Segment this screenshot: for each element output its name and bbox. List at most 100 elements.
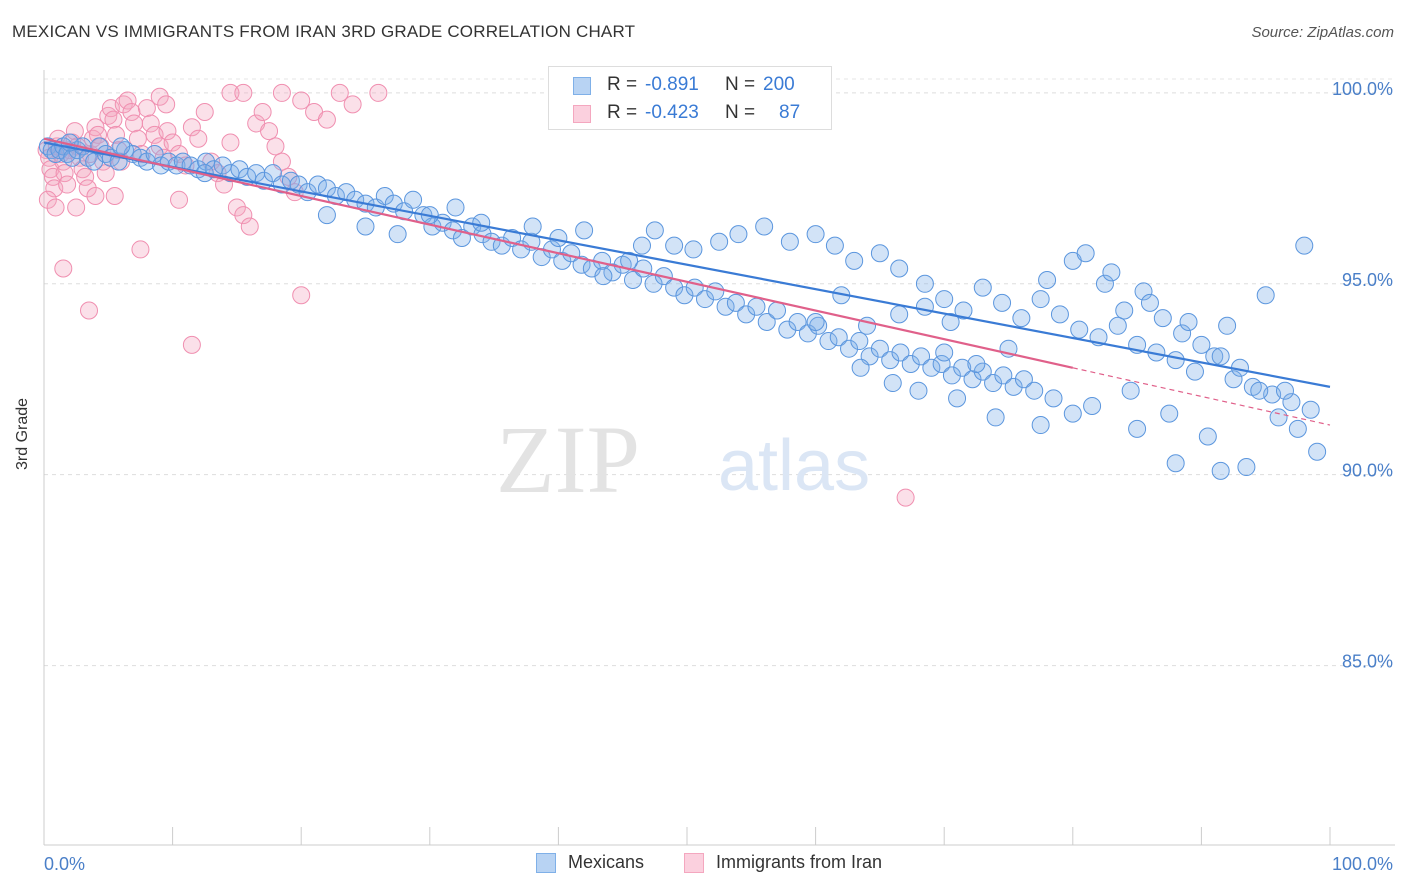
mexican-point [1160,404,1179,423]
mexican-point [1224,370,1243,389]
mexican-point [1083,396,1102,415]
mexicans-trend-line [43,141,1331,388]
mexican-point [1108,316,1127,335]
mexican-point [1192,335,1211,354]
mexican-point [317,206,336,225]
mexican-point [1153,309,1172,328]
mexican-point [356,217,375,236]
iran-point [55,164,74,183]
mexican-point [954,301,973,320]
legend-r-value: -0.423 [645,102,699,123]
mexican-point [213,156,232,175]
mexican-point [1301,400,1320,419]
iran-point [58,175,77,194]
mexican-point [912,347,931,366]
correlation-legend: R = -0.891 N = 200 R = -0.423 N = 87 [548,66,832,130]
mexican-point [1012,309,1031,328]
mexican-point [881,351,900,370]
mexican-point [948,389,967,408]
mexican-point [915,297,934,316]
mexican-point [806,225,825,244]
mexican-point [829,328,848,347]
mexican-point [806,312,825,331]
iran-point [317,110,336,129]
iran-point [292,286,311,305]
mexican-point [851,358,870,377]
mexican-point [729,225,748,244]
mexican-point [446,198,465,217]
mexican-point [1211,461,1230,480]
mexican-point [1031,290,1050,309]
mexican-point [575,221,594,240]
iran-trend-extension [1072,367,1331,426]
y-tick-label: 95.0% [1342,270,1393,290]
mexican-point [632,236,651,255]
iran-point [78,179,97,198]
iran-point [150,87,169,106]
iran-point [221,83,240,102]
mexican-point [1134,282,1153,301]
mexican-point [737,305,756,324]
legend-r-label: R = [607,74,638,95]
mexican-point [890,259,909,278]
mexican-point [941,312,960,331]
mexican-point [675,286,694,305]
iran-point [260,122,279,141]
mexican-point [963,370,982,389]
mexican-point [845,251,864,270]
legend-r-label: R = [607,102,638,123]
mexican-point [1211,347,1230,366]
mexican-point [1179,312,1198,331]
mexican-point [1044,389,1063,408]
legend-n-value: 87 [779,102,801,123]
iran-point [137,99,156,118]
mexican-point [967,354,986,373]
iran-point [343,95,362,114]
legend-swatch-pink [573,105,591,123]
mexican-point [375,186,394,205]
iran-point [38,190,57,209]
mexican-point [986,408,1005,427]
watermark-zip: ZIP [496,406,640,513]
iran-point [163,133,182,152]
mexican-point [942,366,961,385]
iran-point [170,190,189,209]
x-tick-label: 100.0% [1332,854,1393,874]
mexican-point [523,217,542,236]
x-tick-label: 0.0% [44,854,85,874]
legend-label: Immigrants from Iran [716,852,883,872]
tick-labels: 100.0% 95.0% 90.0% 85.0% 0.0% 100.0% [44,79,1393,874]
mexican-point [915,274,934,293]
mexican-point [1250,381,1269,400]
iran-point [292,91,311,110]
iran-point [122,102,141,121]
mexican-point [935,290,954,309]
mexican-point [840,339,859,358]
iran-point [182,335,201,354]
mexican-point [289,175,308,194]
mexican-point [645,221,664,240]
legend-label: Mexicans [568,852,645,872]
axes [43,70,1395,846]
mexican-point [388,225,407,244]
mexican-point [1095,274,1114,293]
iran-point [266,137,285,156]
mexican-point [780,232,799,251]
iran-point [234,206,253,225]
mexican-point [788,312,807,331]
iran-point [189,129,208,148]
mexican-point [890,305,909,324]
mexican-point [726,293,745,312]
mexican-point [1102,263,1121,282]
legend-n-label: N = [725,74,756,95]
mexican-point [1237,458,1256,477]
iran-point [369,83,388,102]
iran-point [46,198,65,217]
iran-point [141,114,160,133]
mexican-point [1121,381,1140,400]
iran-point [157,95,176,114]
mexican-point [1288,419,1307,438]
iran-point [44,167,63,186]
iran-point [221,133,240,152]
watermark-atlas: atlas [718,426,870,506]
